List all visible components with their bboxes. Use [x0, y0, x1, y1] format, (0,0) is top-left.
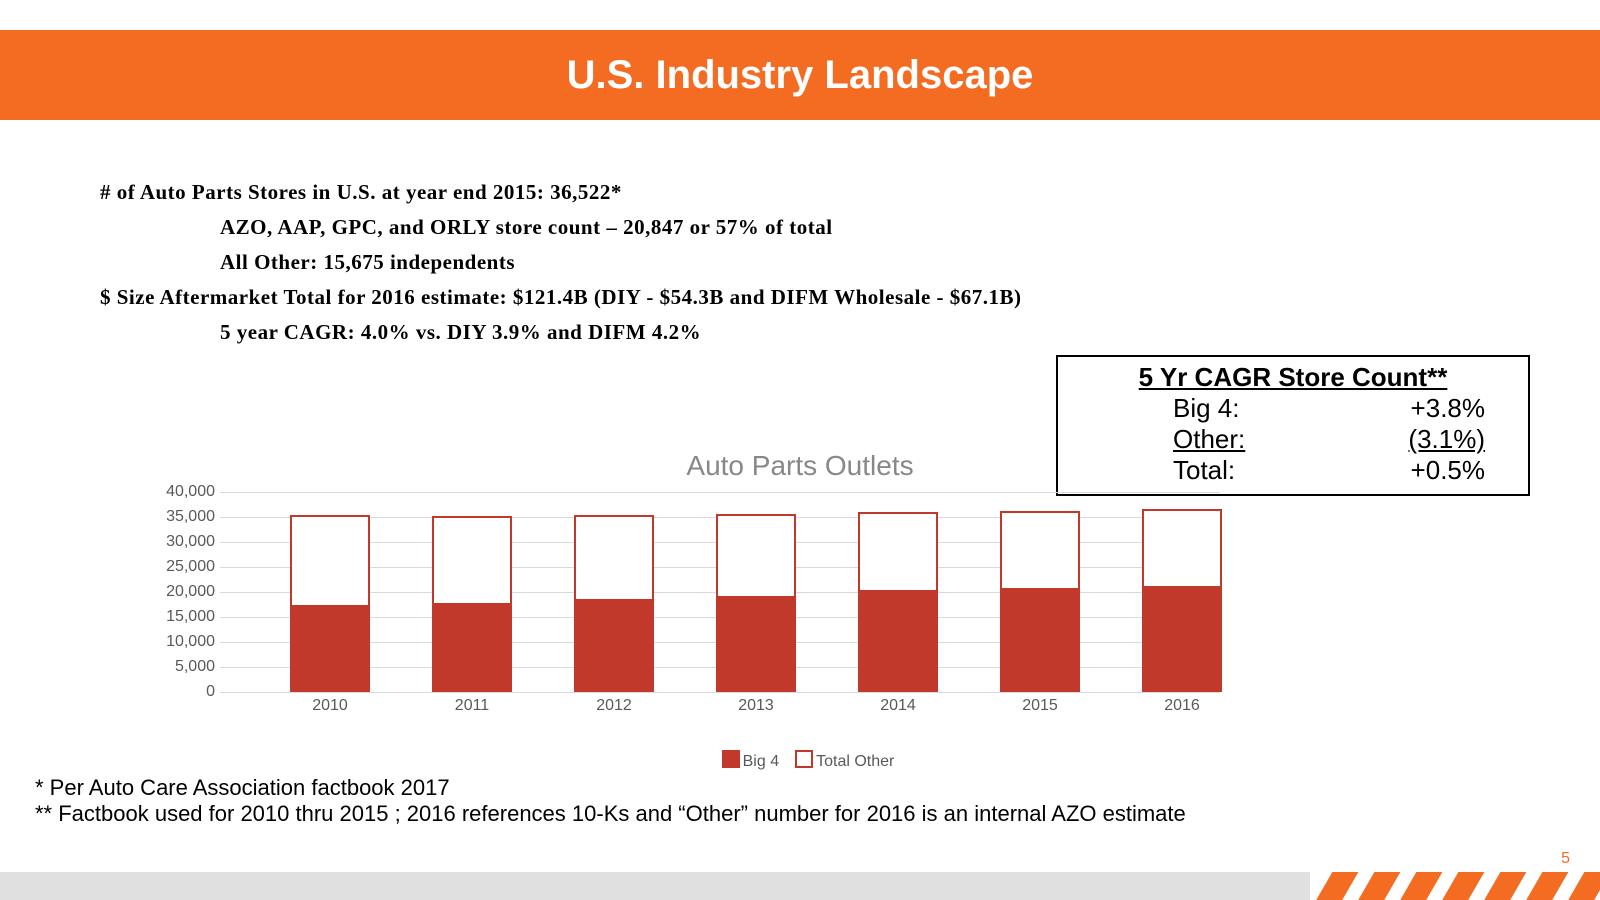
bullet-line-3: All Other: 15,675 independents [220, 250, 1022, 275]
bar-segment [716, 514, 796, 598]
chart-title: Auto Parts Outlets [0, 450, 1600, 482]
legend-swatch [722, 750, 740, 768]
bar-segment [858, 592, 938, 692]
bar-segment [574, 601, 654, 692]
bullet-line-1: # of Auto Parts Stores in U.S. at year e… [100, 180, 1022, 205]
slide-title: U.S. Industry Landscape [567, 53, 1034, 98]
legend-swatch [795, 750, 813, 768]
y-tick-label: 25,000 [145, 558, 215, 576]
chart-area: 05,00010,00015,00020,00025,00030,00035,0… [220, 492, 1220, 722]
bar-segment [1142, 509, 1222, 587]
bar-segment [716, 598, 796, 693]
y-tick-label: 35,000 [145, 508, 215, 526]
y-tick-label: 20,000 [145, 583, 215, 601]
footer-hash-icon [1392, 872, 1446, 900]
bullet-line-2: AZO, AAP, GPC, and ORLY store count – 20… [220, 215, 1022, 240]
gridline [220, 492, 1220, 493]
gridline [220, 692, 1220, 693]
y-tick-label: 5,000 [145, 658, 215, 676]
bar-segment [858, 512, 938, 592]
footer-hash-icon [1308, 872, 1362, 900]
x-tick-label: 2012 [574, 697, 654, 715]
legend-label: Big 4 [743, 753, 779, 770]
x-tick-label: 2016 [1142, 697, 1222, 715]
footnote-2: ** Factbook used for 2010 thru 2015 ; 20… [35, 801, 1186, 827]
bar-segment [1000, 590, 1080, 693]
y-tick-label: 10,000 [145, 633, 215, 651]
footer-hash-icon [1518, 872, 1572, 900]
cagr-row-big4: Big 4: +3.8% [1073, 393, 1513, 424]
bar-segment [432, 605, 512, 693]
x-tick-label: 2010 [290, 697, 370, 715]
x-tick-label: 2013 [716, 697, 796, 715]
y-tick-label: 15,000 [145, 608, 215, 626]
bullet-line-5: 5 year CAGR: 4.0% vs. DIY 3.9% and DIFM … [220, 320, 1022, 345]
bullet-line-4: $ Size Aftermarket Total for 2016 estima… [100, 285, 1022, 310]
footer-hash-icon [1476, 872, 1530, 900]
x-tick-label: 2011 [432, 697, 512, 715]
slide-title-band: U.S. Industry Landscape [0, 30, 1600, 120]
chart-legend: Big 4 Total Other [0, 750, 1600, 771]
y-tick-label: 40,000 [145, 483, 215, 501]
footnote-1: * Per Auto Care Association factbook 201… [35, 775, 1186, 801]
footer-decoration [0, 872, 1600, 900]
footer-line [0, 872, 1310, 900]
bar-segment [432, 516, 512, 605]
x-tick-label: 2014 [858, 697, 938, 715]
footnotes: * Per Auto Care Association factbook 201… [35, 775, 1186, 827]
bar-segment [290, 515, 370, 608]
cagr-row-label: Big 4: [1173, 393, 1240, 424]
footer-hash-icon [1560, 872, 1600, 900]
footer-hash-icon [1350, 872, 1404, 900]
bar-segment [574, 515, 654, 602]
bullet-block: # of Auto Parts Stores in U.S. at year e… [100, 170, 1022, 355]
bar-segment [290, 607, 370, 692]
footer-hash-icon [1434, 872, 1488, 900]
plot-area: 2010201120122013201420152016 [220, 492, 1220, 692]
cagr-row-value: +3.8% [1411, 393, 1485, 424]
legend-label: Total Other [816, 753, 894, 770]
cagr-box-title: 5 Yr CAGR Store Count** [1073, 362, 1513, 393]
x-tick-label: 2015 [1000, 697, 1080, 715]
footer-hashes [1310, 872, 1600, 900]
bar-segment [1142, 588, 1222, 692]
bar-segment [1000, 511, 1080, 589]
page-number: 5 [1561, 850, 1570, 868]
y-tick-label: 0 [145, 683, 215, 701]
y-tick-label: 30,000 [145, 533, 215, 551]
